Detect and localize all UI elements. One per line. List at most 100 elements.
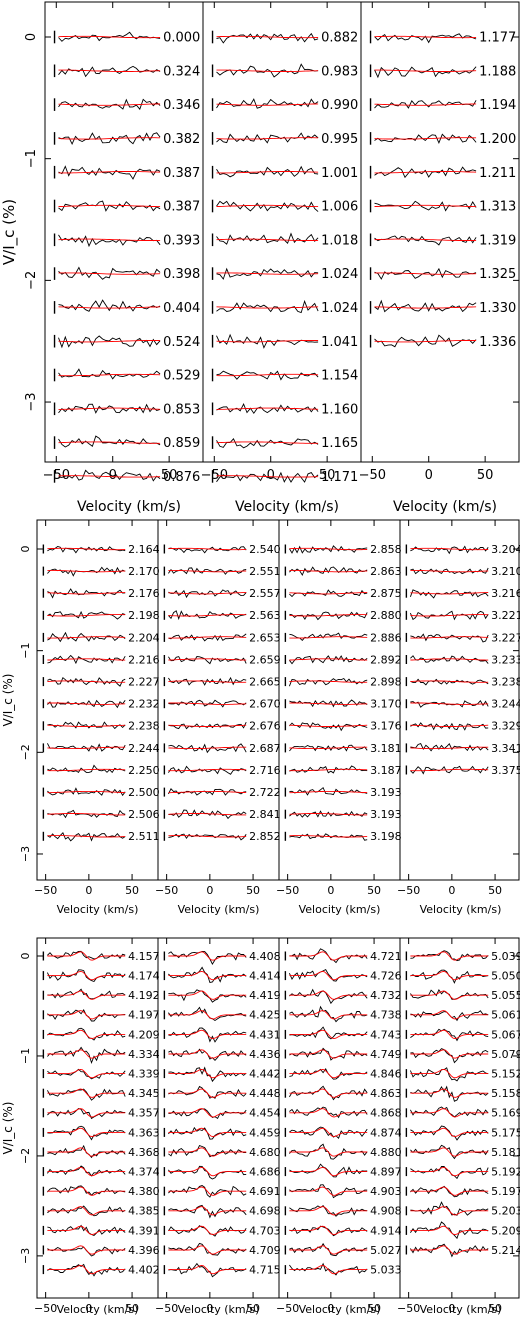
model-profile xyxy=(47,614,126,617)
phase-label: 1.200 xyxy=(479,132,516,147)
phase-label: 1.336 xyxy=(479,335,516,350)
phase-label: 2.216 xyxy=(128,653,160,666)
phase-label: 3.193 xyxy=(370,808,402,821)
observed-profile xyxy=(374,66,477,79)
phase-label: 4.846 xyxy=(370,1067,402,1080)
model-profile xyxy=(216,407,319,410)
x-axis-label: Velocity (km/s) xyxy=(178,903,260,916)
observed-profile xyxy=(289,1163,368,1178)
phase-label: 0.382 xyxy=(163,132,200,147)
phase-label: 3.244 xyxy=(491,698,520,711)
phase-label: 4.691 xyxy=(249,1185,281,1198)
phase-label: 4.874 xyxy=(370,1126,402,1139)
phase-label: 4.738 xyxy=(370,1009,402,1022)
observed-profile xyxy=(216,63,319,78)
observed-profile xyxy=(168,1145,247,1158)
phase-label: 2.841 xyxy=(249,808,281,821)
observed-profile xyxy=(374,235,477,246)
model-profile xyxy=(47,592,126,595)
y-axis-label: V/I_c (%) xyxy=(0,199,19,265)
phase-label: 4.454 xyxy=(249,1107,281,1120)
observed-profile xyxy=(374,334,477,348)
phase-label: 4.903 xyxy=(370,1185,402,1198)
observed-profile xyxy=(289,1204,368,1217)
observed-profile xyxy=(289,566,368,576)
model-profile xyxy=(168,547,247,551)
observed-profile xyxy=(47,1068,126,1080)
phase-label: 2.238 xyxy=(128,720,160,733)
x-tick-label: 0 xyxy=(109,468,117,483)
y-tick-label: 0 xyxy=(19,953,32,960)
model-profile xyxy=(289,658,368,661)
model-profile xyxy=(47,1206,126,1216)
model-profile xyxy=(216,340,319,343)
model-profile xyxy=(47,813,126,816)
model-profile xyxy=(58,373,161,377)
observed-profile xyxy=(58,266,161,280)
y-tick-label: 0 xyxy=(19,546,32,553)
phase-label: 4.715 xyxy=(249,1263,281,1276)
x-tick-label: 0 xyxy=(206,1302,213,1315)
observed-profile xyxy=(289,810,368,818)
phase-label: 2.232 xyxy=(128,698,160,711)
model-profile xyxy=(289,746,368,750)
model-profile xyxy=(289,1049,368,1059)
phase-label: 1.001 xyxy=(321,166,358,181)
model-profile xyxy=(47,746,126,750)
observed-profile xyxy=(47,588,126,599)
phase-label: 5.169 xyxy=(491,1107,520,1120)
observed-profile xyxy=(58,368,161,380)
model-profile xyxy=(168,813,247,816)
model-profile xyxy=(47,636,126,639)
model-profile xyxy=(374,204,477,208)
observed-profile xyxy=(289,744,368,752)
phase-label: 3.341 xyxy=(491,742,520,755)
model-profile xyxy=(47,1088,126,1098)
observed-profile xyxy=(216,299,319,314)
model-profile xyxy=(410,724,489,727)
model-profile xyxy=(289,1127,368,1138)
observed-profile xyxy=(410,1048,489,1064)
phase-label: 4.743 xyxy=(370,1028,402,1041)
phase-label: 2.198 xyxy=(128,609,160,622)
model-profile xyxy=(168,1166,247,1177)
phase-label: 2.716 xyxy=(249,764,281,777)
observed-profile xyxy=(58,403,161,414)
phase-label: 3.227 xyxy=(491,631,520,644)
phase-label: 0.853 xyxy=(163,402,200,417)
observed-profile xyxy=(410,545,489,555)
model-profile xyxy=(168,1225,247,1236)
phase-label: 3.170 xyxy=(370,698,402,711)
model-profile xyxy=(47,768,126,772)
x-tick-label: 50 xyxy=(488,884,502,897)
model-profile xyxy=(58,272,161,275)
model-profile xyxy=(289,1264,368,1275)
model-profile xyxy=(289,1068,368,1079)
model-profile xyxy=(168,569,247,573)
phase-label: 5.152 xyxy=(491,1067,520,1080)
phase-label: 1.165 xyxy=(321,436,358,451)
phase-label: 4.880 xyxy=(370,1146,402,1159)
x-tick-label: 50 xyxy=(367,1302,381,1315)
observed-profile xyxy=(47,1088,126,1101)
phase-label: 2.898 xyxy=(370,675,402,688)
observed-profile xyxy=(46,969,126,983)
phase-label: 0.529 xyxy=(163,369,200,384)
phase-label: 2.852 xyxy=(249,830,281,843)
model-profile xyxy=(289,951,368,961)
phase-label: 4.380 xyxy=(128,1185,160,1198)
phase-label: 0.995 xyxy=(321,132,358,147)
phase-label: 3.210 xyxy=(491,565,520,578)
observed-profile xyxy=(58,335,161,349)
phase-label: 5.033 xyxy=(370,1263,402,1276)
model-profile xyxy=(410,1049,489,1059)
observed-profile xyxy=(168,1066,247,1083)
observed-profile xyxy=(168,1262,247,1278)
model-profile xyxy=(216,306,319,309)
x-tick-label: 0 xyxy=(448,884,455,897)
x-tick-label: 50 xyxy=(488,1302,502,1315)
observed-profile xyxy=(409,1067,489,1082)
panel-frame xyxy=(44,1,520,463)
phase-label: 4.686 xyxy=(249,1165,281,1178)
model-profile xyxy=(410,746,489,750)
